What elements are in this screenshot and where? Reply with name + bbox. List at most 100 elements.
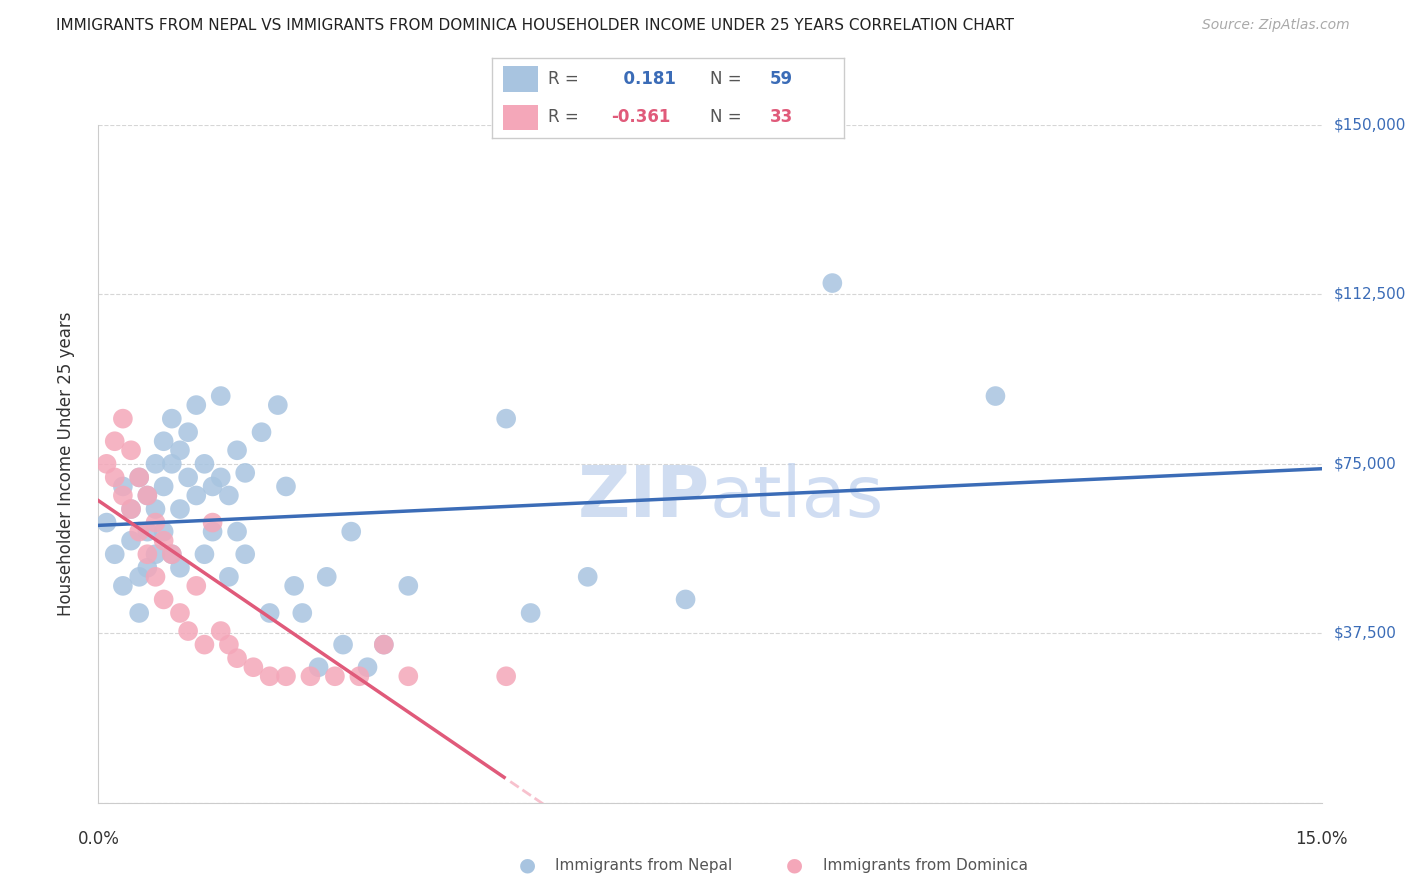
Point [177, 624, 200, 638]
Point [308, 660, 330, 674]
Point [145, 457, 167, 471]
Point [160, 547, 183, 561]
Point [193, 457, 215, 471]
Point [104, 434, 127, 449]
Point [519, 606, 541, 620]
Point [152, 479, 174, 493]
Point [177, 425, 200, 440]
Point [283, 579, 305, 593]
Point [152, 434, 174, 449]
Text: $75,000: $75,000 [1334, 457, 1396, 471]
Point [226, 524, 249, 539]
Point [145, 547, 167, 561]
Point [120, 502, 142, 516]
Point [186, 579, 208, 593]
Text: Immigrants from Nepal: Immigrants from Nepal [555, 858, 733, 872]
Point [396, 669, 419, 683]
Point [111, 411, 134, 425]
Text: $37,500: $37,500 [1334, 626, 1396, 640]
Point [259, 606, 281, 620]
Point [373, 638, 395, 652]
Point [152, 533, 174, 548]
Point [111, 579, 134, 593]
Point [120, 533, 142, 548]
Text: 15.0%: 15.0% [1295, 830, 1348, 848]
Point [201, 516, 224, 530]
Point [160, 457, 183, 471]
Point [226, 443, 249, 458]
Text: IMMIGRANTS FROM NEPAL VS IMMIGRANTS FROM DOMINICA HOUSEHOLDER INCOME UNDER 25 YE: IMMIGRANTS FROM NEPAL VS IMMIGRANTS FROM… [56, 18, 1014, 33]
Point [169, 443, 191, 458]
Text: 59: 59 [770, 70, 793, 87]
Point [145, 516, 167, 530]
Point [128, 524, 150, 539]
Point [675, 592, 697, 607]
Point [96, 457, 118, 471]
Text: $112,500: $112,500 [1334, 287, 1406, 301]
Point [356, 660, 378, 674]
Point [128, 570, 150, 584]
Text: Source: ZipAtlas.com: Source: ZipAtlas.com [1202, 18, 1350, 32]
Y-axis label: Householder Income Under 25 years: Householder Income Under 25 years [56, 311, 75, 616]
Point [145, 570, 167, 584]
Point [373, 638, 395, 652]
Point [136, 524, 159, 539]
Bar [503, 104, 537, 130]
Point [169, 561, 191, 575]
Point [291, 606, 314, 620]
Point [315, 570, 337, 584]
Text: ZIP: ZIP [578, 463, 710, 533]
Text: R =: R = [548, 70, 579, 87]
Point [299, 669, 322, 683]
Point [259, 669, 281, 683]
Point [169, 606, 191, 620]
Point [340, 524, 363, 539]
Point [233, 466, 256, 480]
Point [396, 579, 419, 593]
Bar [503, 66, 537, 92]
Point [136, 488, 159, 502]
Text: 0.181: 0.181 [612, 70, 675, 87]
Point [201, 479, 224, 493]
Point [323, 669, 346, 683]
Point [226, 651, 249, 665]
Point [274, 669, 297, 683]
Point [104, 470, 127, 484]
Point [136, 561, 159, 575]
Text: ●: ● [786, 855, 803, 875]
Point [193, 547, 215, 561]
Point [201, 524, 224, 539]
Point [145, 502, 167, 516]
Point [186, 488, 208, 502]
Point [152, 524, 174, 539]
Text: N =: N = [710, 109, 741, 127]
Text: N =: N = [710, 70, 741, 87]
Text: R =: R = [548, 109, 579, 127]
Point [209, 389, 232, 403]
Point [274, 479, 297, 493]
Point [169, 502, 191, 516]
Point [250, 425, 273, 440]
Text: -0.361: -0.361 [612, 109, 671, 127]
Point [242, 660, 264, 674]
Point [96, 516, 118, 530]
Point [136, 547, 159, 561]
Point [193, 638, 215, 652]
Text: 33: 33 [770, 109, 793, 127]
Point [111, 488, 134, 502]
Point [104, 547, 127, 561]
Point [186, 398, 208, 412]
Point [495, 669, 517, 683]
Point [349, 669, 371, 683]
Point [111, 479, 134, 493]
Text: $150,000: $150,000 [1334, 118, 1406, 132]
Point [152, 592, 174, 607]
Point [821, 276, 844, 290]
Point [160, 547, 183, 561]
Point [576, 570, 599, 584]
Point [332, 638, 354, 652]
Point [120, 443, 142, 458]
Text: 0.0%: 0.0% [77, 830, 120, 848]
Point [128, 606, 150, 620]
Point [267, 398, 290, 412]
